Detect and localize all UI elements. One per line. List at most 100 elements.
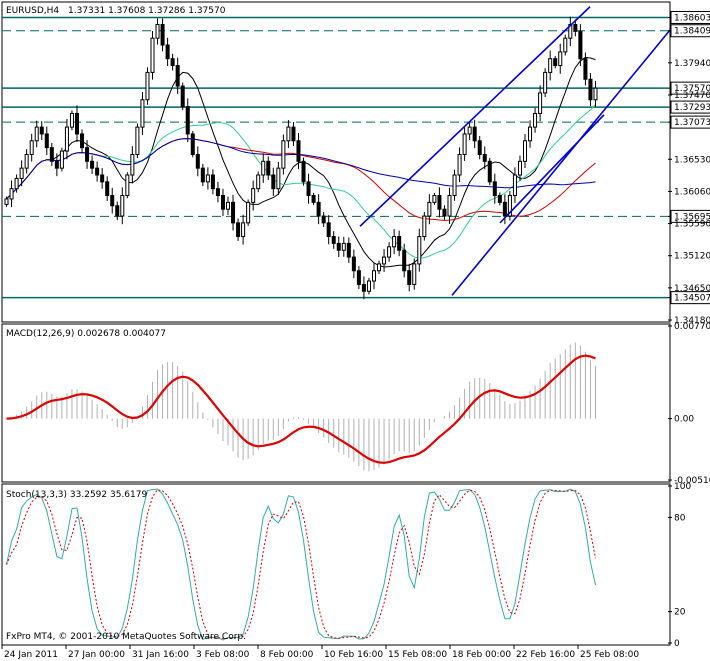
candle-body <box>80 133 85 149</box>
candle-body <box>341 242 346 251</box>
candle-body <box>497 195 502 203</box>
macd-tick-label: -0.00510 <box>674 476 710 486</box>
candle-body <box>44 133 49 149</box>
candle-body <box>296 140 301 162</box>
candle-body <box>200 167 205 183</box>
candle-body <box>366 280 371 292</box>
price-tick-label: 1.37293 <box>674 103 710 113</box>
stoch-axis: 100 80 20 0 <box>668 482 691 649</box>
candle-body <box>467 126 472 135</box>
price-level-box <box>670 10 710 24</box>
ma-fast-line <box>6 56 596 268</box>
candle-body <box>301 160 306 183</box>
time-tick-label: 18 Feb 00:00 <box>452 650 511 660</box>
candle-body <box>266 160 271 176</box>
candle-body <box>59 150 64 169</box>
candle-body <box>74 112 80 135</box>
macd-signal-line <box>6 354 596 464</box>
candle-body <box>492 181 497 197</box>
price-tick-label: 1.38603 <box>674 13 710 23</box>
candle-body <box>457 153 462 176</box>
price-tick-label: 1.35590 <box>674 220 710 230</box>
candles <box>4 16 598 300</box>
candle-body <box>271 174 276 190</box>
candle-body <box>140 99 145 128</box>
price-level-lines <box>2 16 668 299</box>
time-tick-label: 15 Feb 08:00 <box>388 650 447 660</box>
candle-body <box>155 24 160 39</box>
candle-body <box>210 174 215 190</box>
candle-body <box>356 270 361 285</box>
candle-body <box>180 85 185 108</box>
channel-line <box>359 6 591 227</box>
candle-body <box>291 126 296 142</box>
candle-body <box>195 153 200 169</box>
stoch-tick-label: 0 <box>674 639 680 649</box>
candle-body <box>538 92 543 114</box>
price-tick-label: 1.34507 <box>674 294 710 304</box>
price-tick-label: 1.37073 <box>674 118 710 128</box>
candle-body <box>377 263 382 272</box>
time-tick-label: 10 Feb 16:00 <box>324 650 383 660</box>
price-chart-title: EURUSD,H4 <box>6 6 59 16</box>
candle-body <box>487 160 492 183</box>
candle-body <box>361 283 366 292</box>
candle-body <box>417 236 422 265</box>
price-tick-label: 1.35695 <box>674 212 710 222</box>
candle-body <box>185 106 190 135</box>
ma-medium-line <box>6 104 596 259</box>
trend-channel <box>359 6 671 296</box>
candle-body <box>4 198 9 205</box>
time-axis: 24 Jan 2011 27 Jan 00:00 31 Jan 16:00 3 Feb… <box>1 645 639 660</box>
price-tick-label: 1.37470 <box>674 91 710 101</box>
candle-body <box>19 167 24 179</box>
candle-body <box>543 71 548 94</box>
candle-body <box>236 222 241 238</box>
candle-body <box>548 58 553 73</box>
candle-body <box>558 51 563 67</box>
price-level-box <box>670 291 710 305</box>
price-tick-label: 1.34650 <box>674 284 710 294</box>
price-level-box <box>670 115 710 129</box>
macd-axis: 0.00770 0.00 -0.00510 <box>668 322 710 486</box>
candle-body <box>246 201 251 224</box>
candle-body <box>533 112 538 128</box>
candle-body <box>39 126 44 135</box>
time-tick-label: 3 Feb 08:00 <box>196 650 250 660</box>
candle-body <box>29 140 34 155</box>
candle-body <box>528 126 533 142</box>
candle-body <box>276 167 281 190</box>
stoch-signal-line <box>6 489 596 639</box>
price-tick-label: 1.37940 <box>674 59 710 69</box>
candle-body <box>583 58 588 80</box>
price-tick-label: 1.34180 <box>674 316 710 326</box>
candle-body <box>522 140 528 162</box>
ma-long-line <box>6 138 596 200</box>
candle-body <box>251 188 256 203</box>
candle-body <box>502 201 507 217</box>
candle-body <box>14 177 19 190</box>
moving-averages <box>6 56 596 268</box>
time-tick-label: 24 Jan 2011 <box>4 650 58 660</box>
candle-body <box>321 215 326 224</box>
candle-body <box>215 188 220 197</box>
stoch-tick-label: 20 <box>674 608 686 618</box>
price-tick-label: 1.36060 <box>674 187 710 197</box>
candle-body <box>160 24 165 46</box>
candle-body <box>407 270 412 285</box>
price-level-box <box>670 81 710 95</box>
candle-body <box>9 188 14 200</box>
candle-body <box>231 201 236 224</box>
candle-body <box>442 208 447 217</box>
candle-body <box>482 153 487 162</box>
candle-body <box>24 153 29 169</box>
candle-body <box>472 126 477 142</box>
price-tick-label: 1.35120 <box>674 252 710 262</box>
candle-body <box>170 58 175 67</box>
stoch-layer <box>6 488 596 641</box>
candle-body <box>477 140 482 155</box>
candle-body <box>412 263 417 285</box>
stoch-tick-label: 100 <box>674 482 691 492</box>
candle-body <box>306 181 311 197</box>
